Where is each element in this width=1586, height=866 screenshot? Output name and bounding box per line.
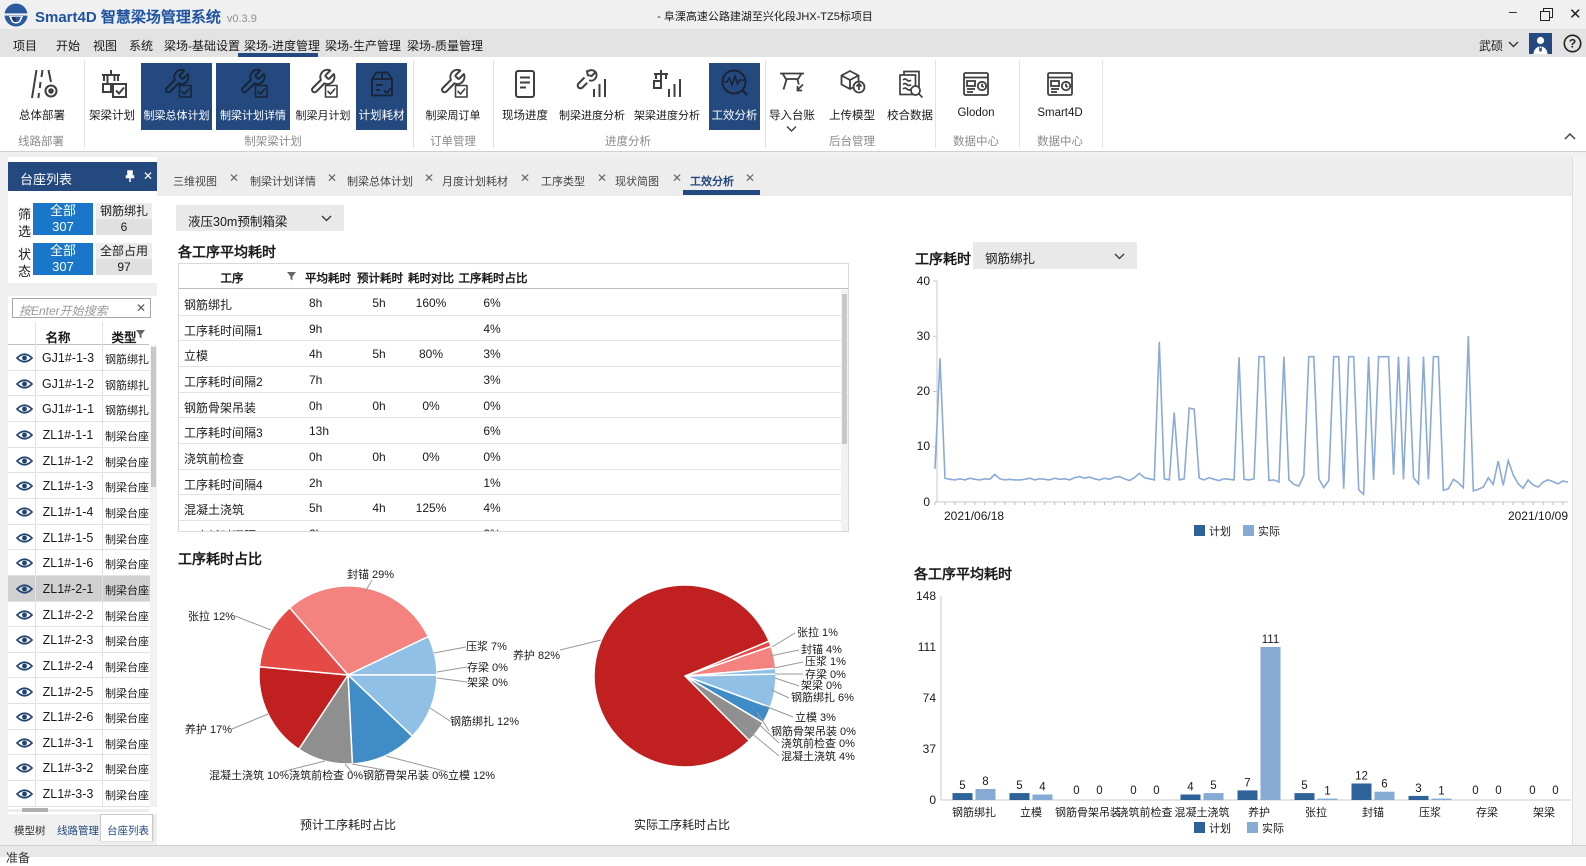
svg-text:浇筑前检查 0%: 浇筑前检查 0% [781, 736, 855, 750]
svg-text:计划: 计划 [1209, 822, 1231, 835]
svg-text:0: 0 [923, 495, 930, 509]
svg-text:预计工序耗时占比: 预计工序耗时占比 [300, 817, 396, 832]
svg-text:?: ? [1569, 37, 1576, 51]
svg-text:混凝土浇筑 4%: 混凝土浇筑 4% [781, 749, 855, 763]
svg-text:2021/10/09: 2021/10/09 [1508, 509, 1568, 523]
svg-text:5: 5 [1210, 780, 1216, 792]
svg-text:1: 1 [1438, 786, 1444, 798]
svg-text:0: 0 [1472, 785, 1478, 797]
svg-text:4: 4 [1039, 782, 1046, 794]
svg-text:111: 111 [1262, 634, 1279, 646]
svg-text:实际: 实际 [1258, 524, 1280, 538]
svg-text:5: 5 [959, 780, 965, 792]
svg-text:养护 17%: 养护 17% [185, 722, 232, 736]
svg-text:浇筑前检查: 浇筑前检查 [1118, 805, 1173, 819]
svg-text:压浆: 压浆 [1419, 805, 1441, 819]
svg-text:立模 3%: 立模 3% [795, 710, 836, 724]
svg-text:111: 111 [918, 640, 937, 654]
svg-text:0: 0 [1130, 785, 1136, 797]
svg-text:架梁 0%: 架梁 0% [467, 675, 508, 689]
svg-text:封锚: 封锚 [1362, 805, 1384, 819]
svg-text:压浆 1%: 压浆 1% [805, 654, 846, 668]
svg-text:1: 1 [1324, 786, 1330, 798]
svg-text:钢筋绑扎 12%: 钢筋绑扎 12% [450, 714, 519, 728]
svg-text:0: 0 [1096, 785, 1102, 797]
svg-text:封锚 29%: 封锚 29% [347, 567, 394, 581]
svg-text:8: 8 [982, 776, 988, 788]
svg-text:10: 10 [917, 439, 931, 453]
svg-text:存梁 0%: 存梁 0% [467, 660, 508, 674]
svg-text:5: 5 [1016, 780, 1022, 792]
svg-text:6: 6 [1381, 779, 1387, 791]
svg-text:架梁 0%: 架梁 0% [801, 678, 842, 692]
svg-text:2021/06/18: 2021/06/18 [944, 509, 1004, 523]
svg-text:实际: 实际 [1262, 821, 1284, 835]
svg-text:0: 0 [929, 793, 936, 807]
svg-text:12: 12 [1355, 771, 1368, 783]
svg-text:5: 5 [1301, 780, 1307, 792]
svg-text:0: 0 [1495, 785, 1501, 797]
svg-text:张拉 1%: 张拉 1% [797, 625, 838, 639]
svg-text:74: 74 [923, 691, 937, 705]
svg-text:养护: 养护 [1248, 805, 1270, 819]
svg-text:40: 40 [917, 274, 931, 288]
svg-text:20: 20 [917, 384, 931, 398]
svg-text:存梁: 存梁 [1476, 805, 1498, 819]
svg-text:37: 37 [923, 742, 937, 756]
svg-text:0: 0 [1153, 785, 1159, 797]
svg-text:混凝土浇筑: 混凝土浇筑 [1175, 805, 1230, 819]
svg-text:7: 7 [1244, 777, 1250, 789]
svg-text:张拉: 张拉 [1305, 805, 1327, 819]
svg-text:钢筋骨架吊装: 钢筋骨架吊装 [1055, 805, 1121, 819]
svg-text:架梁: 架梁 [1533, 805, 1555, 819]
svg-text:0: 0 [1073, 785, 1079, 797]
svg-text:0: 0 [1552, 785, 1558, 797]
svg-text:钢筋骨架吊装 0%: 钢筋骨架吊装 0% [771, 724, 856, 738]
svg-text:钢筋绑扎: 钢筋绑扎 [952, 805, 996, 819]
svg-text:实际工序耗时占比: 实际工序耗时占比 [634, 817, 730, 832]
svg-text:立模: 立模 [1020, 805, 1042, 819]
svg-text:30: 30 [917, 329, 931, 343]
svg-text:养护 82%: 养护 82% [513, 648, 560, 662]
svg-text:钢筋绑扎 6%: 钢筋绑扎 6% [791, 690, 854, 704]
svg-text:存梁 0%: 存梁 0% [805, 667, 846, 681]
svg-text:3: 3 [1415, 783, 1421, 795]
svg-text:148: 148 [916, 589, 936, 603]
svg-text:0: 0 [1529, 785, 1535, 797]
svg-text:封锚 4%: 封锚 4% [801, 642, 842, 656]
svg-text:混凝土浇筑 10%浇筑前检查 0%钢筋骨架吊装 0%立模 1: 混凝土浇筑 10%浇筑前检查 0%钢筋骨架吊装 0%立模 12% [209, 768, 495, 782]
svg-text:4: 4 [1187, 782, 1194, 794]
svg-text:张拉 12%: 张拉 12% [188, 609, 235, 623]
svg-text:计划: 计划 [1209, 525, 1231, 538]
svg-text:压浆 7%: 压浆 7% [466, 639, 507, 653]
